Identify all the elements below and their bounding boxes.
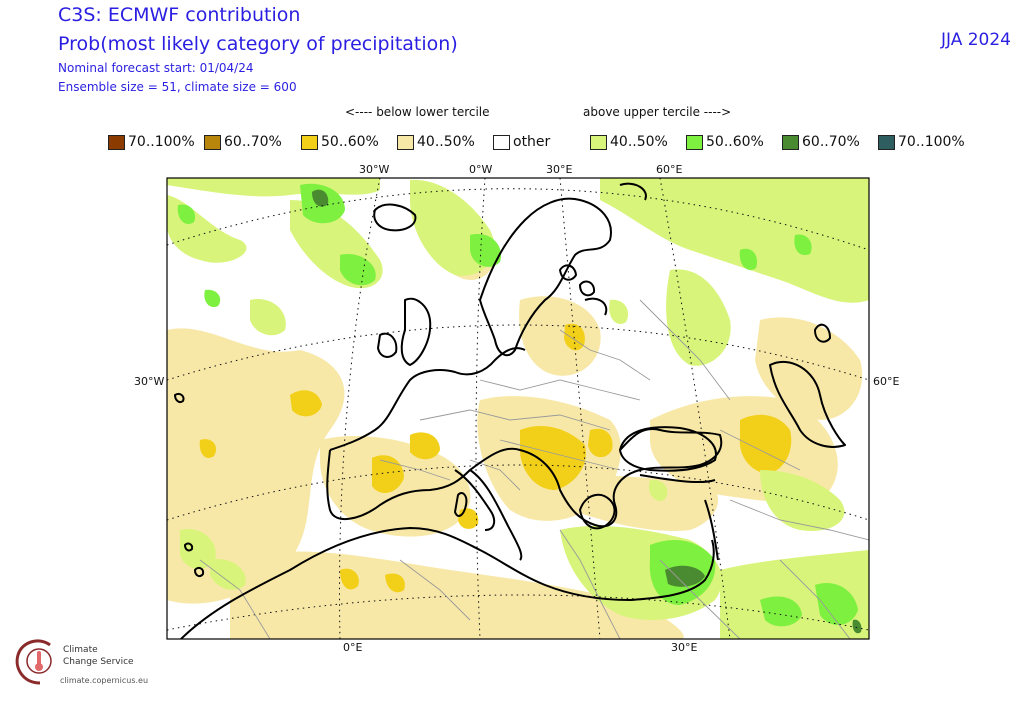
legend-label: other: [513, 134, 551, 150]
legend-item-above-70-100: 70..100%: [878, 131, 965, 153]
legend-swatch: [878, 134, 895, 150]
map-title: C3S: ECMWF contribution: [58, 4, 301, 26]
legend-label: 50..60%: [321, 134, 379, 150]
legend-item-below-70-100: 70..100%: [108, 131, 195, 153]
legend-swatch: [397, 134, 414, 150]
map-subtitle: Prob(most likely category of precipitati…: [58, 33, 458, 55]
top-lon-label-30e: 30°E: [546, 163, 572, 176]
above-tercile-label: above upper tercile ---->: [583, 105, 732, 119]
legend-item-above-40-50: 40..50%: [590, 131, 668, 153]
legend-label: 60..70%: [224, 134, 282, 150]
above-60-70-areas: [312, 189, 862, 634]
legend-item-other: other: [493, 131, 550, 153]
map-field: [167, 178, 869, 639]
thermometer-bulb-icon: [35, 663, 43, 671]
legend-swatch: [686, 134, 703, 150]
legend-swatch: [301, 134, 318, 150]
logo-arc: [15, 639, 51, 685]
top-lon-label-30w: 30°W: [359, 163, 389, 176]
legend-swatch: [204, 134, 221, 150]
logo-text-service: Change Service: [63, 657, 134, 667]
legend-label: 70..100%: [128, 134, 195, 150]
legend-item-above-50-60: 50..60%: [686, 131, 764, 153]
thermometer-icon: [37, 651, 41, 665]
below-tercile-label: <---- below lower tercile: [345, 105, 490, 119]
graticule: [167, 178, 869, 639]
logo-url: climate.copernicus.eu: [60, 676, 149, 685]
legend-label: 40..50%: [610, 134, 668, 150]
logo-text-climate: Climate: [63, 645, 98, 655]
coastlines: [174, 182, 846, 639]
legend-label: 40..50%: [417, 134, 475, 150]
legend: 70..100% 60..70% 50..60% 40..50% other 4…: [0, 131, 1024, 153]
legend-label: 70..100%: [898, 134, 965, 150]
legend-label: 50..60%: [706, 134, 764, 150]
legend-swatch: [590, 134, 607, 150]
left-lat-label-30w: 30°W: [134, 375, 164, 388]
legend-swatch: [782, 134, 799, 150]
top-lon-label-60e: 60°E: [656, 163, 682, 176]
legend-item-above-60-70: 60..70%: [782, 131, 860, 153]
forecast-start: Nominal forecast start: 01/04/24: [58, 61, 254, 75]
bottom-lon-label-30e: 30°E: [671, 641, 697, 654]
legend-swatch: [108, 134, 125, 150]
legend-item-below-60-70: 60..70%: [204, 131, 282, 153]
season-label: JJA 2024: [940, 30, 1011, 50]
legend-swatch: [493, 134, 510, 150]
map-frame: [166, 177, 870, 640]
top-lon-label-0w: 0°W: [469, 163, 492, 176]
copernicus-logo: [15, 639, 52, 685]
right-lat-label-60e: 60°E: [873, 375, 899, 388]
ensemble-size: Ensemble size = 51, climate size = 600: [58, 80, 297, 94]
legend-item-below-50-60: 50..60%: [301, 131, 379, 153]
country-borders: [199, 299, 869, 639]
legend-item-below-40-50: 40..50%: [397, 131, 475, 153]
legend-label: 60..70%: [802, 134, 860, 150]
bottom-lon-label-0e: 0°E: [343, 641, 362, 654]
